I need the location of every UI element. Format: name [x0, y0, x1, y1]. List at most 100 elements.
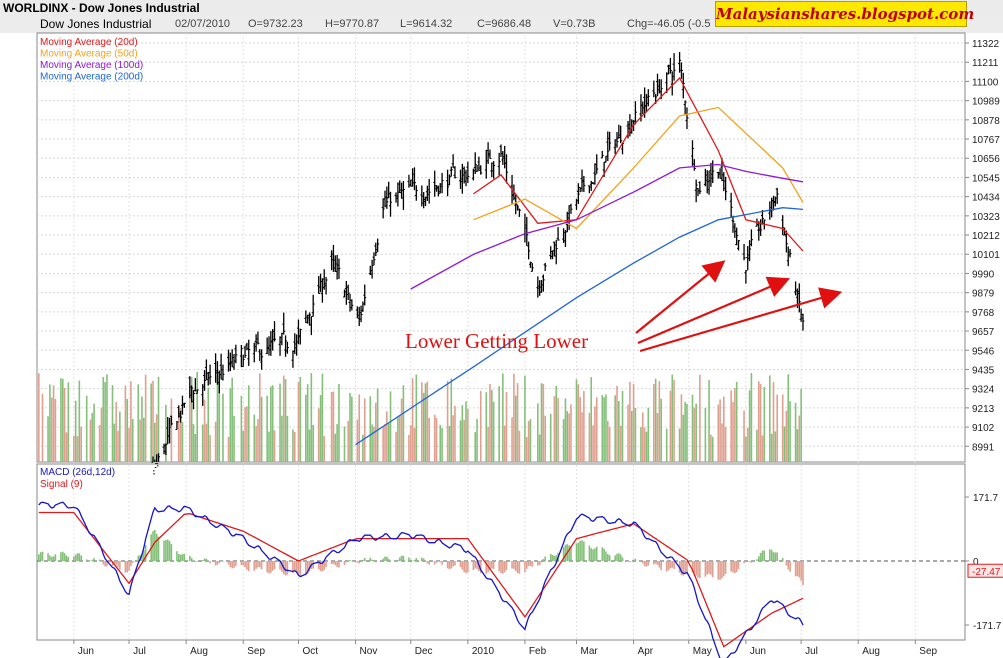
volume-bar: [150, 383, 152, 462]
macd-histogram-bar: [710, 561, 712, 575]
volume-bar: [409, 425, 412, 462]
macd-histogram-bar: [222, 561, 224, 562]
volume-bar: [680, 394, 683, 462]
macd-histogram-bar: [257, 561, 259, 568]
volume-bar: [562, 419, 565, 462]
volume-bar: [139, 419, 141, 462]
volume-bar: [785, 410, 788, 462]
macd-histogram-bar: [229, 561, 232, 568]
macd-histogram-bar: [467, 561, 469, 573]
macd-histogram-bar: [386, 556, 388, 561]
volume-bar: [485, 392, 488, 462]
volume-bar: [743, 410, 745, 462]
macd-histogram-bar: [531, 561, 534, 567]
macd-histogram-bar: [363, 557, 366, 561]
volume-bar: [454, 405, 456, 462]
macd-histogram-bar: [286, 561, 289, 575]
volume-bar: [408, 434, 410, 462]
macd-histogram-bar: [371, 559, 373, 561]
volume-bar: [255, 426, 257, 462]
volume-bar: [398, 415, 401, 462]
annotation-arrow: [637, 276, 791, 345]
volume-bar: [126, 398, 129, 462]
volume-bar: [402, 385, 405, 462]
volume-bar: [724, 427, 727, 462]
macd-histogram-bar: [115, 561, 117, 565]
macd-histogram-bar: [362, 559, 364, 561]
volume-bar: [260, 396, 263, 462]
macd-histogram-bar: [763, 550, 766, 561]
macd-histogram-bar: [154, 529, 156, 561]
volume-bar: [209, 435, 211, 462]
macd-histogram-bar: [271, 561, 274, 571]
signal-legend: Signal (9): [40, 479, 83, 490]
macd-histogram-bar: [498, 561, 500, 572]
blog-watermark-text: Malaysianshares.blogspot.com: [716, 5, 975, 23]
macd-histogram-bar: [106, 561, 108, 567]
annotation-text: Lower Getting Lower: [405, 329, 588, 353]
volume-bar: [270, 386, 272, 462]
x-tick-label: Aug: [190, 646, 208, 657]
macd-histogram-bar: [459, 561, 462, 568]
macd-histogram-bar: [581, 540, 583, 561]
volume-bar: [525, 436, 528, 462]
macd-histogram-bar: [568, 545, 570, 561]
macd-histogram-bar: [347, 560, 349, 561]
macd-histogram-bar: [575, 543, 578, 561]
volume-bar: [717, 404, 720, 462]
volume-bar: [227, 436, 230, 462]
volume-bar: [266, 395, 268, 462]
macd-histogram-bar: [750, 561, 753, 563]
volume-bar: [358, 394, 361, 462]
macd-histogram-bar: [476, 561, 478, 569]
volume-bar: [338, 383, 340, 462]
volume-bar: [165, 404, 167, 462]
volume-bar: [647, 407, 650, 462]
y-tick-label: 10212: [972, 231, 1000, 242]
volume-bar: [538, 434, 541, 462]
annotation-arrow: [639, 287, 843, 353]
volume-bar: [505, 391, 508, 462]
macd-histogram-bar: [260, 561, 263, 570]
volume-bar: [49, 384, 51, 462]
volume-bar: [89, 419, 92, 462]
volume-bar: [693, 407, 696, 462]
volume-bar: [656, 412, 659, 462]
volume-bar: [800, 388, 802, 462]
macd-histogram-bar: [665, 561, 668, 572]
volume-bar: [540, 383, 543, 462]
volume-bar: [306, 384, 309, 462]
macd-histogram-bar: [426, 561, 429, 564]
volume-bar: [555, 385, 558, 462]
macd-histogram-bar: [588, 545, 591, 561]
volume-bar: [774, 431, 777, 462]
volume-bar: [601, 394, 604, 462]
macd-histogram-bar: [555, 555, 558, 561]
macd-histogram-bar: [516, 561, 519, 574]
volume-bar: [583, 391, 585, 462]
macd-histogram-bar: [785, 561, 788, 566]
volume-bar: [595, 397, 598, 462]
macd-histogram-bar: [231, 561, 233, 569]
volume-bar: [343, 426, 346, 462]
macd-histogram-bar: [38, 554, 40, 561]
macd-histogram-bar: [583, 541, 585, 561]
macd-histogram-bar: [513, 561, 515, 569]
macd-histogram-bar: [669, 561, 672, 569]
volume-bar: [374, 402, 377, 462]
volume-bar: [117, 430, 119, 462]
macd-histogram-bar: [592, 549, 594, 561]
volume-bar: [54, 398, 57, 462]
macd-histogram-bar: [111, 561, 114, 566]
macd-histogram-bar: [776, 552, 778, 561]
macd-histogram-bar: [708, 561, 710, 574]
macd-histogram-bar: [382, 558, 384, 561]
macd-histogram-bar: [686, 561, 688, 573]
macd-histogram-bar: [413, 559, 416, 561]
macd-histogram-bar: [695, 561, 697, 576]
y-tick-label: 8991: [972, 442, 995, 453]
x-tick-label: Feb: [529, 646, 547, 657]
volume-bar: [750, 372, 753, 462]
macd-y-tick-label: -171.7: [973, 621, 1002, 632]
volume-bar: [568, 413, 570, 462]
